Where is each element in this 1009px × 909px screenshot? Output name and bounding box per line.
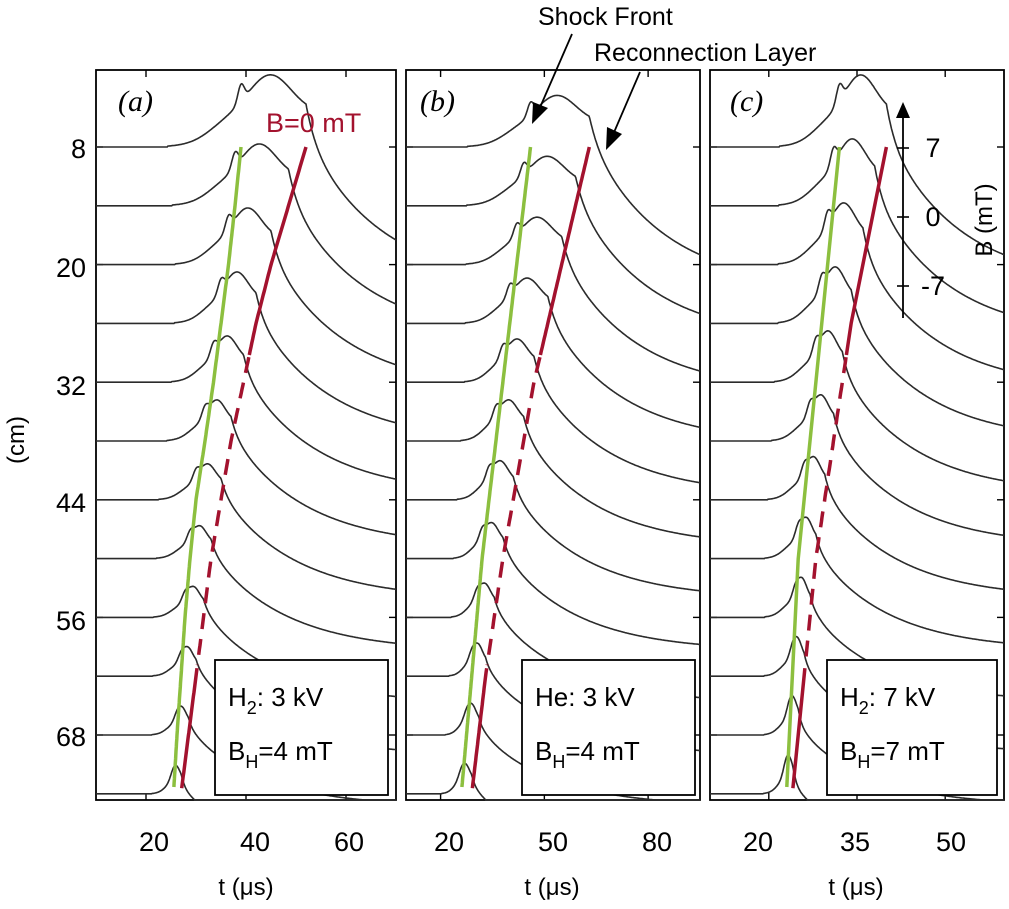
x-tick-label: 60: [334, 827, 364, 857]
waveform-trace: [406, 521, 700, 646]
waveform-trace: [96, 764, 396, 801]
shock-front-label: Shock Front: [538, 3, 673, 31]
waveform-trace: [96, 463, 397, 591]
waveform-trace: [96, 524, 397, 645]
shock-front-arrow: [537, 33, 573, 113]
trace-group: [710, 70, 1005, 801]
reconnection-layer-label: Reconnection Layer: [594, 39, 816, 67]
reconnection-line: [470, 667, 489, 789]
y-tick-label: 56: [56, 606, 86, 636]
legend-frame: [521, 659, 696, 796]
panel-label: (b): [420, 85, 455, 118]
x-tick-label: 50: [936, 827, 966, 857]
legend-box: He: 3 kV BH=4 mT: [521, 659, 696, 796]
y-tick-labels: 8 20 32 44 56 68: [56, 134, 86, 752]
waveform-trace: [406, 94, 701, 256]
reconnection-line: [791, 668, 807, 789]
waveform-trace: [406, 459, 701, 592]
y-tick-label: 44: [56, 488, 86, 518]
b-scale-title: B (mT): [971, 183, 998, 256]
legend-box: H2: 7 kV BH=7 mT: [826, 659, 998, 796]
waveform-trace: [710, 516, 1005, 644]
x-tick-label: 40: [240, 827, 270, 857]
waveform-trace: [96, 74, 397, 241]
x-axis-title: t (μs): [218, 874, 273, 901]
x-tick-label: 20: [743, 827, 773, 857]
panel-label: (c): [730, 85, 763, 118]
y-tick-label: 8: [71, 134, 86, 164]
panel-b: (b) He: 3 kV BH=4 mT 20 50 80 t (μs): [405, 69, 701, 901]
waveform-trace: [96, 271, 397, 424]
legend-line-2: BH=7 mT: [840, 736, 945, 772]
reconnection-line: [247, 146, 308, 356]
legend-line-1: H2: 3 kV: [228, 682, 324, 718]
fit-lines: [785, 146, 889, 789]
waveform-trace: [406, 762, 700, 801]
shock-front-line: [785, 146, 842, 788]
panel-a: (a) B=0 mT H2: 3 kV BH=4 mT 20 40 60 t (…: [95, 69, 397, 901]
legend-line-2: BH=4 mT: [228, 736, 333, 772]
b-scale-bar: 7 0 -7 B (mT): [896, 102, 998, 318]
waveform-trace: [406, 277, 701, 429]
x-axis-title: t (μs): [828, 874, 883, 901]
x-tick-label: 35: [840, 827, 870, 857]
waveform-trace: [406, 399, 701, 538]
fit-lines: [460, 146, 592, 789]
y-tick-label: 20: [56, 253, 86, 283]
waveform-trace: [710, 455, 1005, 591]
x-tick-label: 50: [538, 827, 568, 857]
y-tick-label: 68: [56, 722, 86, 752]
legend-frame: [214, 659, 389, 796]
waveform-trace: [710, 266, 1005, 427]
b-scale-tick-label: -7: [921, 271, 945, 301]
b-scale-arrowhead: [896, 102, 910, 118]
b-scale-tick-label: 7: [925, 133, 940, 163]
waveform-trace: [96, 399, 397, 536]
reconnection-line: [538, 146, 592, 356]
b-zero-label: B=0 mT: [266, 108, 361, 138]
waveform-trace: [710, 74, 1005, 256]
shock-front-line: [460, 146, 533, 788]
reconnection-layer-arrowhead: [606, 127, 622, 150]
waveform-trace: [710, 138, 1005, 314]
waveform-trace: [710, 754, 1004, 801]
legend-line-2: BH=4 mT: [535, 736, 640, 772]
x-axis-title: t (μs): [524, 874, 579, 901]
shock-front-annotation: Shock Front: [532, 3, 673, 124]
y-axis-title: (cm): [3, 416, 30, 464]
y-tick-label: 32: [56, 371, 86, 401]
waveform-trace: [710, 394, 1005, 537]
reconnection-line: [485, 356, 542, 666]
waveform-trace: [710, 202, 1005, 371]
waveform-trace: [406, 216, 701, 372]
fit-lines: [172, 146, 308, 789]
x-tick-label: 20: [434, 827, 464, 857]
legend-box: H2: 3 kV BH=4 mT: [214, 659, 389, 796]
reconnection-layer-arrow: [611, 71, 641, 138]
waveform-trace: [406, 155, 701, 315]
legend-line-1: H2: 7 kV: [840, 682, 936, 718]
legend-line-1: He: 3 kV: [535, 682, 635, 712]
waveform-trace: [96, 207, 397, 366]
waveform-trace: [406, 338, 701, 484]
b-scale-tick-label: 0: [925, 202, 940, 232]
shock-front-line: [172, 146, 243, 788]
waveform-trace: [96, 143, 397, 305]
shock-front-arrowhead: [532, 102, 548, 124]
reconnection-line: [844, 146, 889, 356]
panel-c: (c) H2: 7 kV BH=7 mT 20 35 50 t (μs) 7 0…: [709, 69, 1005, 901]
x-tick-labels: 20 35 50: [743, 827, 966, 857]
reconnection-layer-annotation: Reconnection Layer: [594, 39, 816, 150]
x-tick-labels: 20 40 60: [139, 827, 364, 857]
panel-label: (a): [118, 85, 153, 118]
reconnection-line: [195, 356, 251, 666]
x-tick-labels: 20 50 80: [434, 827, 672, 857]
waveform-trace: [710, 329, 1005, 482]
reconnection-line: [179, 667, 199, 789]
x-tick-label: 80: [642, 827, 672, 857]
legend-frame: [826, 659, 998, 796]
x-tick-label: 20: [139, 827, 169, 857]
